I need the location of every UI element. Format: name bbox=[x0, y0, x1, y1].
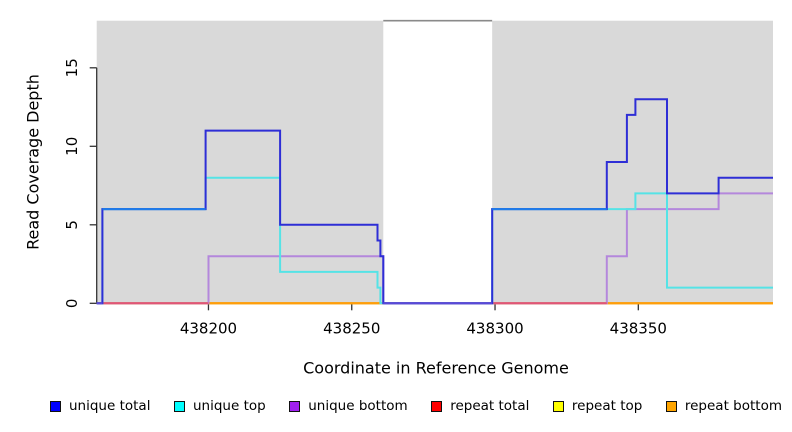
legend-swatch-unique-bottom bbox=[289, 400, 301, 412]
legend-swatch-repeat-total bbox=[431, 400, 443, 412]
legend-swatch-repeat-bottom bbox=[665, 400, 677, 412]
legend-label-repeat-bottom: repeat bottom bbox=[684, 398, 782, 414]
y-tick-label: 10 bbox=[63, 137, 81, 156]
legend: unique total unique top unique bottom re… bbox=[50, 398, 782, 414]
y-tick-label: 15 bbox=[63, 58, 81, 77]
x-tick-label: 438250 bbox=[323, 319, 380, 337]
legend-swatch-unique-total bbox=[50, 400, 61, 412]
legend-label-unique-bottom: unique bottom bbox=[308, 398, 408, 414]
legend-item-unique-total: unique total bbox=[50, 398, 150, 414]
y-tick-label: 5 bbox=[63, 220, 81, 230]
x-tick-label: 438300 bbox=[466, 319, 523, 337]
legend-item-repeat-bottom: repeat bottom bbox=[665, 398, 782, 414]
legend-label-unique-total: unique total bbox=[69, 398, 151, 414]
legend-item-repeat-top: repeat top bbox=[552, 398, 643, 414]
shaded-region bbox=[96, 20, 384, 304]
x-tick-label: 438200 bbox=[180, 319, 237, 337]
legend-label-repeat-top: repeat top bbox=[571, 398, 643, 414]
shaded-region bbox=[492, 20, 773, 304]
x-axis-title: Coordinate in Reference Genome bbox=[303, 358, 569, 378]
legend-item-unique-bottom: unique bottom bbox=[289, 398, 408, 414]
coverage-line-unique-bottom bbox=[96, 192, 773, 305]
x-tick-label: 438350 bbox=[610, 319, 667, 337]
y-tick-label: 0 bbox=[63, 299, 81, 309]
legend-label-unique-top: unique top bbox=[193, 398, 266, 414]
legend-label-repeat-total: repeat total bbox=[450, 398, 530, 414]
coverage-plot-canvas: 0 5 10 15 438200 438250 438300 438350 bbox=[63, 19, 773, 337]
y-axis-title: Read Coverage Depth bbox=[23, 74, 43, 250]
legend-item-repeat-total: repeat total bbox=[431, 398, 529, 414]
legend-item-unique-top: unique top bbox=[174, 398, 266, 414]
legend-swatch-repeat-top bbox=[552, 400, 564, 412]
legend-swatch-unique-top bbox=[174, 400, 185, 412]
